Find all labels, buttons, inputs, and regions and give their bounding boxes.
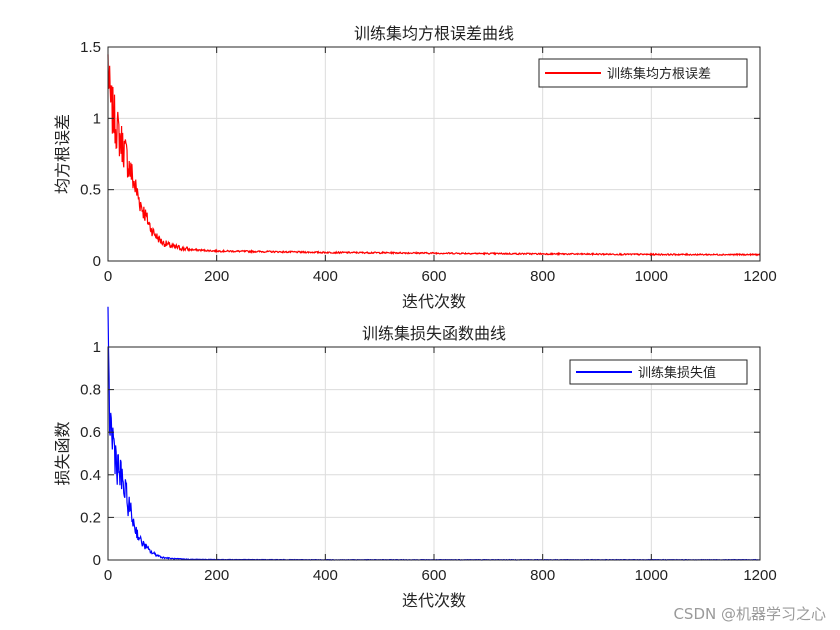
- x-tick-label: 1000: [635, 268, 668, 285]
- y-tick-label: 0.5: [80, 182, 101, 199]
- chart-title: 训练集损失函数曲线: [362, 324, 506, 343]
- x-tick-label: 400: [313, 268, 338, 285]
- rmse-chart: 0 200 400 600 800 1000 1200 0 0.5 1 1.5 训练集均方根误差曲线迭…: [53, 24, 777, 311]
- y-tick-label: 1: [93, 339, 101, 356]
- y-tick-label: 0: [93, 253, 101, 270]
- legend-box: [569, 359, 748, 385]
- x-tick-label: 0: [104, 268, 112, 285]
- legend-label: 训练集均方根误差: [607, 66, 711, 82]
- y-tick-label: 0.4: [80, 467, 101, 484]
- x-tick-label: 200: [204, 268, 229, 285]
- y-tick-label: 0.8: [80, 382, 101, 399]
- x-tick-label: 200: [204, 567, 229, 584]
- watermark: CSDN @机器学习之心: [673, 605, 826, 623]
- x-axis-label: 迭代次数: [402, 591, 466, 610]
- y-tick-label: 0: [93, 552, 101, 569]
- y-axis-label: 均方根误差: [53, 114, 72, 194]
- x-tick-label: 1200: [743, 268, 776, 285]
- y-tick-label: 1.5: [80, 39, 101, 56]
- x-tick-label: 800: [530, 567, 555, 584]
- chart-title: 训练集均方根误差曲线: [354, 24, 514, 43]
- x-tick-label: 400: [313, 567, 338, 584]
- x-tick-label: 600: [421, 268, 446, 285]
- y-tick-label: 0.2: [80, 509, 101, 526]
- x-tick-label: 0: [104, 567, 112, 584]
- y-tick-label: 1: [93, 110, 101, 127]
- x-tick-label: 1200: [743, 567, 776, 584]
- y-axis-label: 损失函数: [53, 421, 72, 485]
- legend-label: 训练集损失值: [638, 365, 716, 381]
- x-tick-label: 600: [421, 567, 446, 584]
- loss-chart: 0 200 400 600 800 1000 1200 0 0.2 0.4 0.6 0.8 1 训练集损失…: [53, 306, 777, 610]
- y-tick-label: 0.6: [80, 424, 101, 441]
- x-tick-label: 800: [530, 268, 555, 285]
- x-axis-label: 迭代次数: [402, 292, 466, 311]
- series-line-0: [107, 54, 761, 257]
- x-tick-label: 1000: [635, 567, 668, 584]
